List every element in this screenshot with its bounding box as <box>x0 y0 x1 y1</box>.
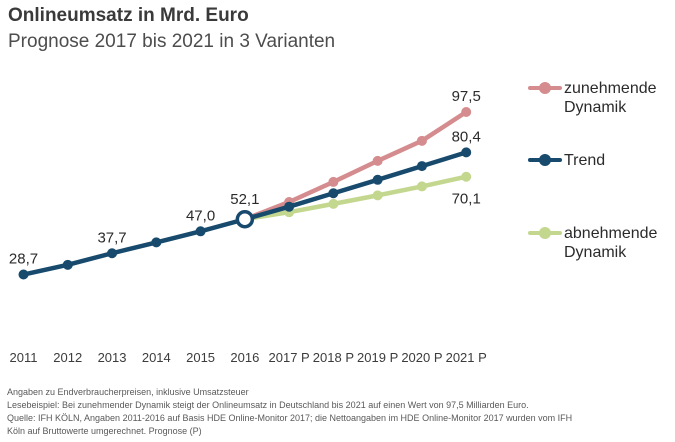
point-marker <box>461 147 472 158</box>
x-axis-label: 2018 P <box>313 350 354 365</box>
legend-label-line1: Trend <box>564 152 606 169</box>
footnote-source-line2: Köln auf Bruttowerte umgerechnet. Progno… <box>7 426 202 436</box>
point-marker <box>416 181 427 192</box>
value-label: 80,4 <box>452 128 481 145</box>
open-point-marker <box>235 209 255 229</box>
x-axis-label: 2021 P <box>446 350 487 365</box>
x-axis-label: 2013 <box>98 350 127 365</box>
footnote-prices: Angaben zu Endverbraucherpreisen, inklus… <box>7 387 249 397</box>
point-marker <box>151 237 162 248</box>
series-line <box>21 216 248 277</box>
point-marker <box>195 226 206 237</box>
page-subtitle: Prognose 2017 bis 2021 in 3 Varianten <box>8 31 336 52</box>
page-title: Onlineumsatz in Mrd. Euro <box>8 5 249 26</box>
legend-label: abnehmende Dynamik <box>564 224 657 262</box>
legend-item-abnehmende-dynamik: abnehmende Dynamik <box>528 224 657 262</box>
abnehmende-dynamik-line-marker-icon <box>528 224 564 243</box>
series-line <box>242 174 469 222</box>
trend-line-marker-icon <box>528 151 564 170</box>
value-label: 28,7 <box>9 251 38 268</box>
legend-item-zunehmende-dynamik: zunehmende Dynamik <box>528 79 657 117</box>
value-label: 37,7 <box>97 229 126 246</box>
point-marker <box>18 269 29 280</box>
x-axis-label: 2020 P <box>401 350 442 365</box>
zunehmende-dynamik-line-marker-icon <box>528 79 564 98</box>
legend-label-line1: zunehmende <box>564 80 657 97</box>
point-marker <box>372 174 383 185</box>
value-label: 47,0 <box>186 207 215 224</box>
x-axis-label: 2014 <box>142 350 171 365</box>
point-marker <box>416 161 427 172</box>
footnotes: Angaben zu Endverbraucherpreisen, inklus… <box>7 386 572 438</box>
footnote-example: Lesebeispiel: Bei zunehmender Dynamik st… <box>7 400 529 410</box>
value-label: 52,1 <box>230 191 259 208</box>
point-marker <box>372 155 383 166</box>
header: Onlineumsatz in Mrd. Euro Prognose 2017 … <box>8 4 335 54</box>
x-axis-label: 2012 <box>53 350 82 365</box>
point-marker <box>62 259 73 270</box>
series-line <box>242 150 469 222</box>
point-marker <box>372 190 383 201</box>
point-marker <box>107 248 118 259</box>
point-marker <box>461 171 472 182</box>
legend-label: zunehmende Dynamik <box>564 79 657 117</box>
point-marker <box>328 198 339 209</box>
x-axis-label: 2015 <box>186 350 215 365</box>
point-marker <box>328 188 339 199</box>
legend-label: Trend <box>564 151 605 170</box>
footnote-source-line1: Quelle: IFH KÖLN, Angaben 2011-2016 auf … <box>7 413 573 423</box>
legend-label-line1: abnehmende <box>564 225 658 242</box>
point-marker <box>284 201 295 212</box>
x-axis-label: 2016 <box>230 350 259 365</box>
point-marker <box>461 107 472 118</box>
x-axis-label: 2017 P <box>269 350 310 365</box>
point-marker <box>328 176 339 187</box>
value-label: 70,1 <box>452 191 481 208</box>
series-line <box>242 109 469 222</box>
legend-item-trend: Trend <box>528 151 605 170</box>
x-axis-label: 2011 <box>10 350 38 365</box>
legend-label-line2: Dynamik <box>564 244 627 261</box>
value-label: 97,5 <box>452 88 481 105</box>
point-marker <box>416 135 427 146</box>
legend-label-line2: Dynamik <box>564 99 627 116</box>
x-axis-label: 2019 P <box>357 350 398 365</box>
